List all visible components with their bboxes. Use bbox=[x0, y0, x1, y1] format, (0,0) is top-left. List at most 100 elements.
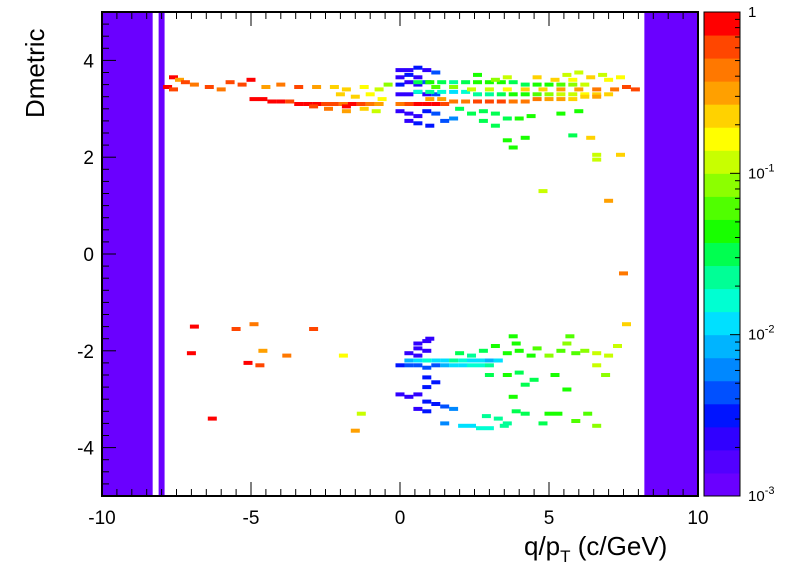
cell bbox=[508, 334, 518, 339]
cell bbox=[395, 363, 405, 368]
cell bbox=[529, 377, 539, 382]
palette-label: 10-1 bbox=[748, 162, 774, 182]
cell bbox=[461, 89, 471, 94]
cell bbox=[276, 99, 286, 104]
cell bbox=[592, 87, 602, 92]
palette-swatch bbox=[704, 81, 740, 105]
cell bbox=[431, 363, 441, 368]
cell bbox=[365, 102, 375, 106]
cell bbox=[473, 80, 482, 85]
x-tick-label: 10 bbox=[687, 508, 708, 529]
x-axis: -10 -5 0 5 10 bbox=[88, 12, 709, 529]
cell bbox=[562, 72, 572, 77]
palette-swatch bbox=[704, 219, 740, 243]
palette-label: 1 bbox=[748, 4, 756, 21]
palette-swatch bbox=[704, 288, 740, 313]
cell bbox=[532, 82, 542, 87]
cell bbox=[461, 80, 471, 85]
palette-label: 10-2 bbox=[748, 324, 774, 344]
cell bbox=[484, 373, 494, 377]
cell bbox=[502, 87, 512, 92]
cell bbox=[413, 80, 423, 85]
cell bbox=[335, 92, 345, 97]
cell bbox=[440, 102, 450, 106]
cell bbox=[490, 344, 500, 348]
palette-frame bbox=[703, 11, 741, 497]
cell bbox=[431, 380, 441, 385]
cell bbox=[484, 358, 494, 363]
y-tick-label: 2 bbox=[83, 148, 94, 169]
cell bbox=[321, 102, 330, 106]
cell bbox=[440, 404, 450, 409]
cell bbox=[404, 111, 414, 116]
cell bbox=[520, 99, 530, 104]
cell bbox=[449, 80, 459, 85]
cell bbox=[490, 123, 500, 128]
cell bbox=[425, 89, 435, 94]
cell bbox=[440, 421, 450, 426]
cell bbox=[449, 116, 459, 121]
cell bbox=[502, 75, 512, 80]
cell bbox=[324, 106, 333, 111]
cell bbox=[338, 102, 348, 106]
cell bbox=[514, 370, 524, 375]
cell bbox=[473, 72, 482, 77]
cell bbox=[484, 92, 494, 97]
cell bbox=[186, 351, 196, 356]
cell bbox=[425, 336, 435, 341]
cell bbox=[359, 106, 369, 111]
cell bbox=[592, 92, 602, 97]
palette-swatch bbox=[704, 380, 740, 405]
cell bbox=[511, 409, 521, 414]
cell bbox=[455, 106, 465, 111]
cell bbox=[404, 102, 414, 106]
cell bbox=[404, 363, 414, 368]
cell bbox=[341, 87, 351, 92]
cell-layer bbox=[163, 65, 640, 433]
cell bbox=[532, 346, 542, 351]
cell bbox=[189, 324, 199, 329]
cell bbox=[550, 373, 560, 377]
y-tick-label: 0 bbox=[83, 245, 94, 266]
cell bbox=[422, 68, 432, 73]
x-tick-label: -10 bbox=[88, 508, 115, 529]
cell bbox=[404, 358, 414, 363]
cell bbox=[350, 428, 360, 433]
palette-label-base: 10 bbox=[748, 488, 765, 505]
cell bbox=[175, 77, 184, 82]
palette-label-base: 1 bbox=[748, 4, 756, 21]
cell bbox=[493, 416, 503, 421]
band-layer bbox=[102, 12, 698, 496]
cell bbox=[249, 97, 259, 102]
cell bbox=[556, 97, 566, 102]
band-2 bbox=[644, 12, 698, 496]
cell bbox=[267, 99, 277, 104]
cell bbox=[526, 114, 536, 119]
cell bbox=[476, 426, 485, 431]
cell bbox=[496, 80, 506, 85]
palette-swatch bbox=[704, 403, 740, 428]
cell bbox=[437, 89, 447, 94]
cell bbox=[237, 82, 247, 87]
cell bbox=[592, 152, 602, 157]
cell bbox=[574, 87, 584, 92]
cell bbox=[431, 92, 441, 97]
cell bbox=[476, 363, 485, 368]
x-tick-label: -5 bbox=[243, 508, 260, 529]
cell bbox=[413, 102, 423, 106]
cell bbox=[544, 411, 554, 416]
palette-swatch bbox=[704, 426, 740, 451]
cell bbox=[449, 406, 459, 411]
cell bbox=[461, 99, 471, 104]
palette-label: 10-3 bbox=[748, 485, 774, 505]
cell bbox=[478, 118, 488, 123]
cell bbox=[163, 85, 173, 89]
cell bbox=[562, 387, 572, 392]
cell bbox=[616, 152, 625, 157]
cell bbox=[544, 82, 554, 87]
cell bbox=[404, 72, 414, 77]
palette-label-exp: -1 bbox=[765, 162, 775, 174]
cell bbox=[404, 118, 414, 123]
cell bbox=[413, 353, 423, 358]
palette-swatch bbox=[704, 35, 740, 59]
